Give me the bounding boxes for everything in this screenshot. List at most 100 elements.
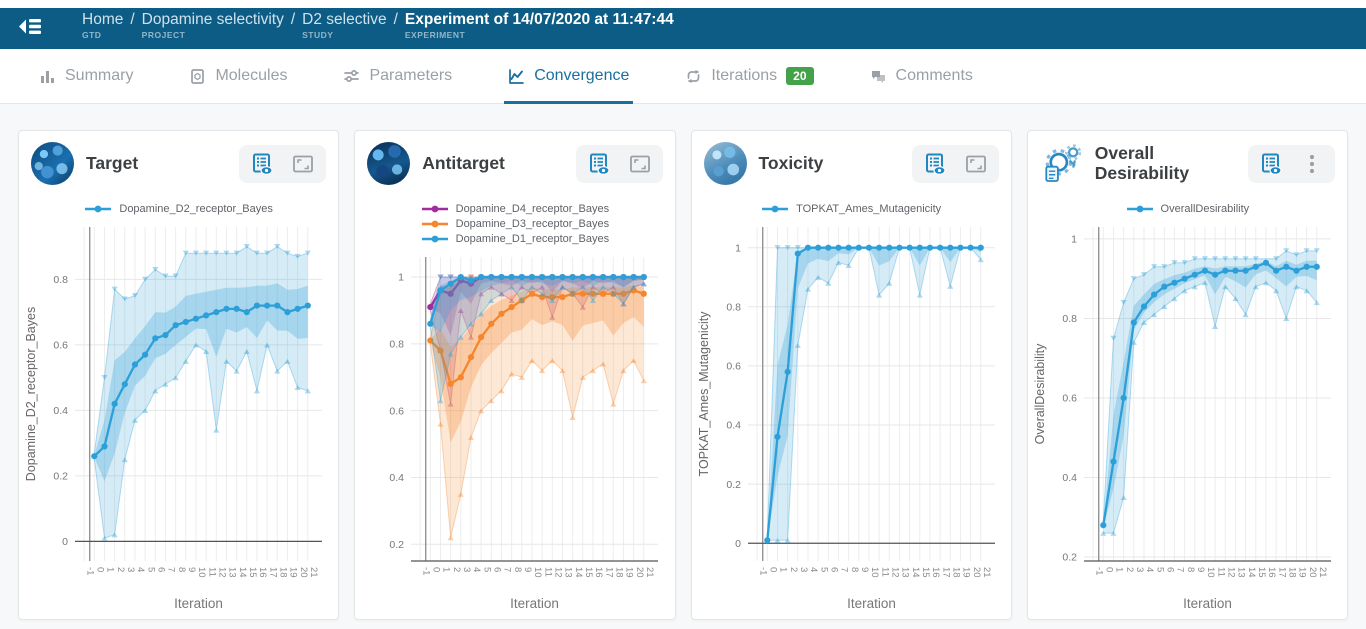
svg-text:8: 8 [176, 567, 187, 572]
fullscreen-button[interactable] [627, 151, 653, 177]
card-title: Toxicity [758, 152, 824, 173]
breadcrumb-label[interactable]: D2 selective [302, 11, 387, 28]
chart-plot-target: 0 0.2 0.4 0.6 0.8 -1 0 1 2 3 4 5 6 7 8 9 10 11 12 13 14 15 16 1… [21, 217, 336, 615]
svg-text:Dopamine_D2_receptor_Bayes: Dopamine_D2_receptor_Bayes [24, 307, 38, 481]
svg-text:Iteration: Iteration [1183, 596, 1232, 611]
svg-text:16: 16 [930, 567, 941, 578]
kebab-icon [1299, 151, 1325, 177]
svg-text:2: 2 [115, 567, 126, 572]
legend-item-dopamine-d4-receptor-bayes[interactable]: Dopamine_D4_receptor_Bayes [421, 203, 609, 215]
tab-label: Comments [895, 67, 973, 84]
tab-parameters[interactable]: Parameters [339, 67, 456, 104]
card-actions [911, 144, 999, 183]
table-eye-icon [586, 151, 612, 177]
chart-plot-antitarget: 0.2 0.4 0.6 0.8 1 -1 0 1 2 3 4 5 6 7 8 9 10 11 12 13 14 15 16 1… [357, 247, 672, 615]
data-table-button[interactable] [249, 151, 275, 177]
table-eye-icon [249, 151, 275, 177]
chart-legend: TOPKAT_Ames_Mutagenicity [692, 203, 1011, 215]
svg-text:0.8: 0.8 [53, 274, 68, 286]
svg-text:15: 15 [1256, 567, 1267, 578]
svg-text:0.6: 0.6 [726, 361, 741, 373]
svg-text:3: 3 [798, 567, 809, 572]
breadcrumb-label[interactable]: Dopamine selectivity [141, 11, 284, 28]
chart-svg: 0.20.40.60.81-1 0 1 2 3 4 5 6 7 8 9 10 11 12 13 14 15 16 1… [1033, 227, 1331, 611]
svg-text:10: 10 [1205, 567, 1216, 578]
svg-text:12: 12 [553, 567, 564, 578]
data-table-button[interactable] [1258, 151, 1284, 177]
svg-text:0.2: 0.2 [53, 471, 68, 483]
svg-text:19: 19 [288, 567, 299, 578]
breadcrumb-separator: / [130, 11, 135, 28]
fullscreen-button[interactable] [290, 151, 316, 177]
svg-text:8: 8 [512, 567, 523, 572]
gears-illustration [1040, 142, 1083, 185]
legend-item-topkat-ames-mutagenicity[interactable]: TOPKAT_Ames_Mutagenicity [761, 203, 941, 215]
svg-text:6: 6 [828, 567, 839, 572]
svg-text:15: 15 [919, 567, 930, 578]
svg-text:0: 0 [1103, 567, 1114, 572]
tab-molecules[interactable]: Molecules [185, 67, 291, 104]
svg-text:16: 16 [593, 567, 604, 578]
legend-label: Dopamine_D2_receptor_Bayes [119, 203, 273, 215]
svg-text:7: 7 [1174, 567, 1185, 572]
svg-text:TOPKAT_Ames_Mutagenicity: TOPKAT_Ames_Mutagenicity [697, 311, 711, 477]
svg-text:0.8: 0.8 [726, 301, 741, 313]
comments-icon [870, 68, 887, 85]
data-table-button[interactable] [586, 151, 612, 177]
svg-text:9: 9 [858, 567, 869, 572]
svg-text:17: 17 [604, 567, 615, 578]
svg-text:19: 19 [960, 567, 971, 578]
svg-text:11: 11 [206, 567, 217, 577]
chart-card-toxicity: Toxicity TOPKAT_Ames_Mutagenicity 0 0.2 0.4 0… [690, 130, 1012, 620]
breadcrumb-item-project[interactable]: Dopamine selectivity PROJECT [142, 11, 284, 40]
legend-item-overalldesirability[interactable]: OverallDesirability [1126, 203, 1249, 215]
fullscreen-icon [290, 151, 316, 177]
svg-text:Iteration: Iteration [847, 596, 896, 611]
legend-item-dopamine-d3-receptor-bayes[interactable]: Dopamine_D3_receptor_Bayes [421, 218, 609, 230]
svg-text:13: 13 [563, 567, 574, 578]
legend-item-dopamine-d2-receptor-bayes[interactable]: Dopamine_D2_receptor_Bayes [84, 203, 273, 215]
legend-item-dopamine-d1-receptor-bayes[interactable]: Dopamine_D1_receptor_Bayes [421, 233, 609, 245]
svg-text:2: 2 [1124, 567, 1135, 572]
svg-text:5: 5 [818, 567, 829, 572]
legend-marker [761, 204, 789, 214]
legend-label: Dopamine_D1_receptor_Bayes [455, 233, 610, 245]
legend-marker [421, 204, 449, 214]
breadcrumb-item-study[interactable]: D2 selective STUDY [302, 11, 386, 40]
card-actions [575, 144, 663, 183]
svg-text:14: 14 [909, 567, 920, 578]
tab-convergence[interactable]: Convergence [504, 67, 634, 104]
fullscreen-button[interactable] [963, 151, 989, 177]
tab-summary[interactable]: Summary [35, 67, 137, 104]
svg-text:5: 5 [1154, 567, 1165, 572]
breadcrumb-label[interactable]: Home [82, 11, 124, 28]
svg-text:0: 0 [62, 536, 68, 548]
legend-marker [1126, 204, 1154, 214]
breadcrumb-item-experiment: Experiment of 14/07/2020 at 11:47:44 EXPE… [405, 11, 674, 40]
svg-text:6: 6 [492, 567, 503, 572]
svg-text:9: 9 [1195, 567, 1206, 572]
svg-text:-1: -1 [757, 567, 768, 575]
svg-text:10: 10 [196, 567, 207, 578]
svg-text:20: 20 [1307, 567, 1318, 578]
collapse-menu-button[interactable] [0, 17, 60, 41]
svg-text:17: 17 [940, 567, 951, 578]
breadcrumb-sublabel: EXPERIMENT [404, 30, 466, 40]
legend-marker [421, 219, 449, 229]
tab-comments[interactable]: Comments [866, 67, 977, 104]
menu-button[interactable] [1299, 151, 1325, 177]
data-table-button[interactable] [922, 151, 948, 177]
legend-marker [84, 204, 112, 214]
svg-text:0.6: 0.6 [53, 340, 68, 352]
chart-plot-toxicity: 0 0.2 0.4 0.6 0.8 1 -1 0 1 2 3 4 5 6 7 8 9 10 11 12 13 14 15 16… [694, 217, 1009, 615]
svg-text:11: 11 [1215, 567, 1226, 577]
molecule-avatar [367, 142, 411, 185]
svg-text:4: 4 [1144, 567, 1155, 572]
iterations-count-badge: 20 [786, 67, 814, 85]
svg-text:14: 14 [237, 567, 248, 578]
tab-iterations[interactable]: Iterations 20 [681, 67, 817, 104]
svg-text:1: 1 [105, 567, 116, 572]
breadcrumb-item-gtd[interactable]: Home GTD [82, 11, 123, 40]
collapse-menu-icon [18, 17, 42, 41]
chart-card-antitarget: Antitarget Dopamine_D4_receptor_Bayes Dopa… [354, 130, 676, 620]
